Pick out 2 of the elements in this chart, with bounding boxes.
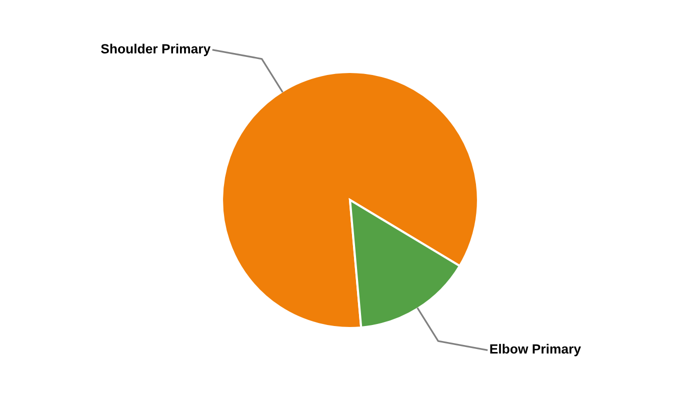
slice-label: Shoulder Primary	[101, 44, 211, 56]
slice-label: Elbow Primary	[490, 344, 581, 356]
